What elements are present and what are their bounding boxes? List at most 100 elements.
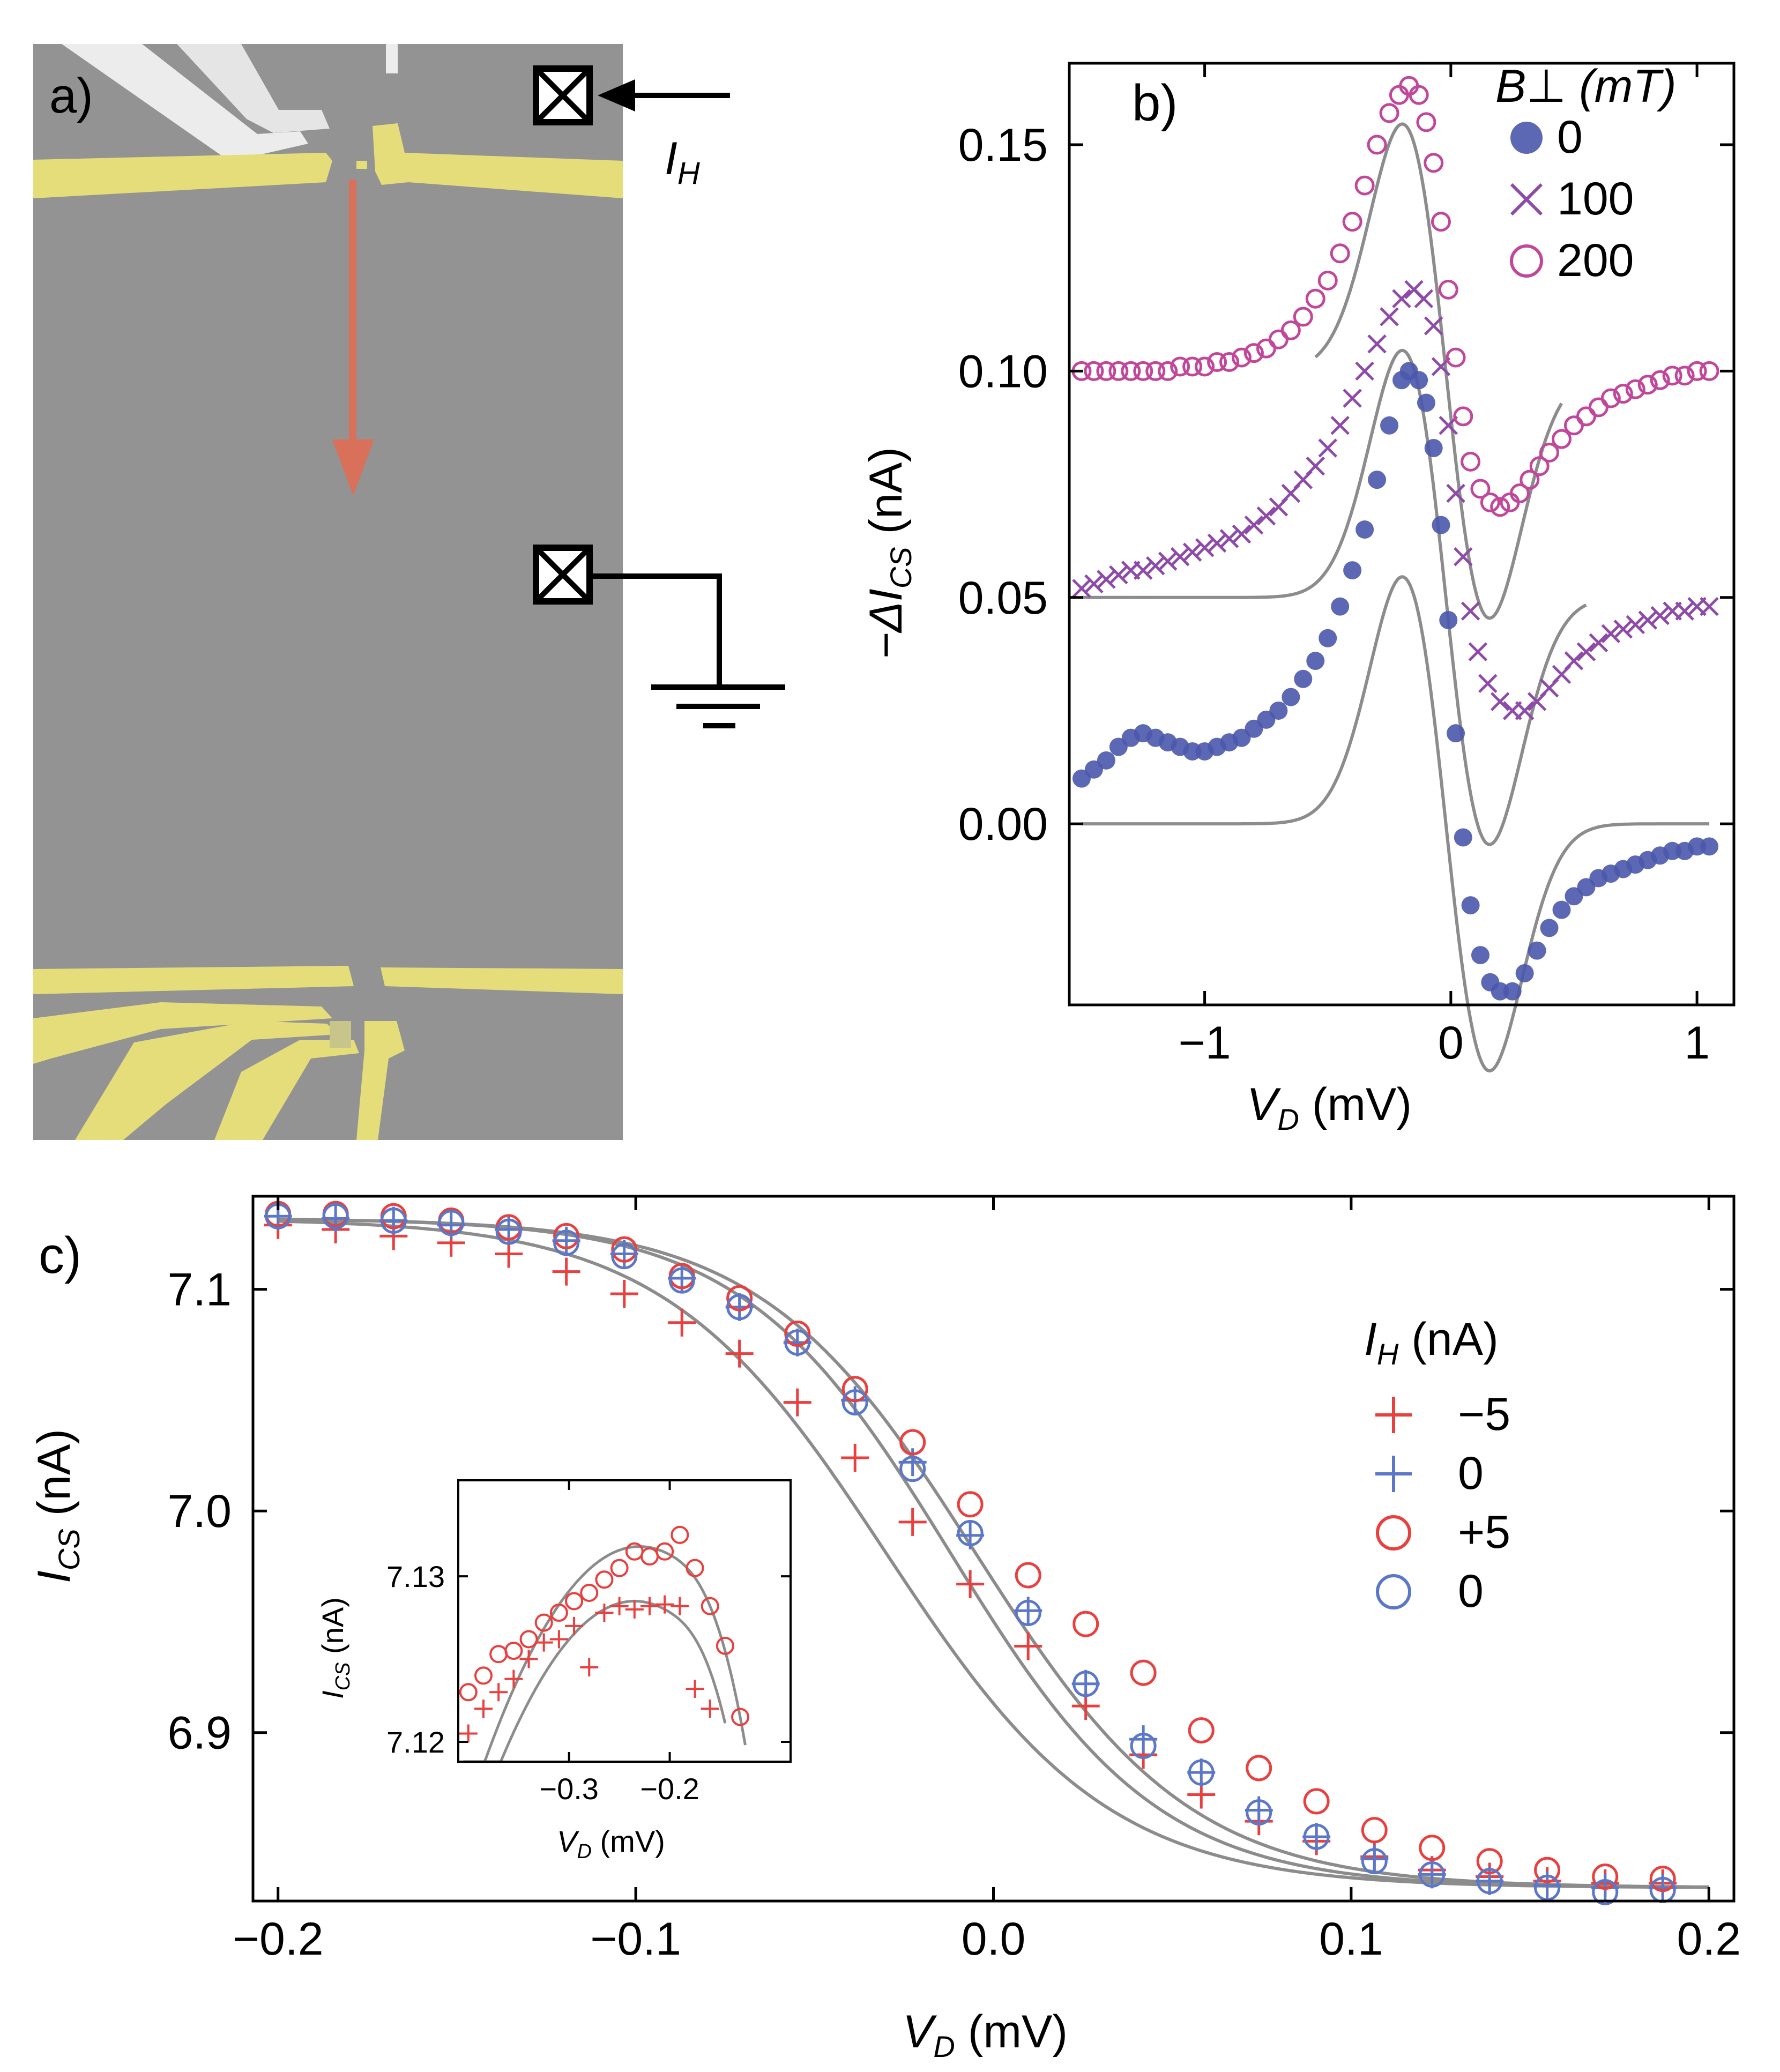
x-axis-label-b: VD (mV) [1247,1079,1412,1136]
data-point-b-0 [1368,471,1387,489]
data-point-b-0 [1515,964,1534,982]
y-tick-label: 0.15 [958,120,1048,171]
data-point-c-0 [1188,1759,1215,1786]
data-point-inset-−5 [595,1604,614,1622]
axes-inset: −0.3 −0.2 7.12 7.13 [386,1479,792,1806]
data-point-b-100 [1219,529,1239,548]
data-point-b-200 [1158,361,1178,381]
fit-curve-inset [463,1599,727,1763]
data-point-inset-−5 [610,1597,629,1615]
data-point-b-0 [1471,946,1489,965]
legend-label-c: 0 [1458,1566,1484,1617]
ground-contact [533,545,785,728]
propagation-arrow [332,180,374,496]
data-point-b-100 [1392,289,1411,309]
data-point-c-−5 [552,1257,580,1286]
data-point-b-0 [1528,941,1546,960]
gold-gates-top [33,123,623,198]
x-axis-label-inset: VD (mV) [557,1824,665,1863]
legend-marker-c [1375,1456,1412,1492]
data-point-c-−5 [668,1308,696,1337]
data-point-b-0 [1356,520,1374,539]
data-point-c-0 [1418,1860,1446,1889]
panel-b-label: b) [1132,74,1178,132]
y-tick-label: 7.12 [386,1725,445,1759]
data-point-c-0 [841,1389,868,1416]
data-point-b-0 [1319,629,1337,647]
data-point-b-100 [1515,701,1535,720]
data-point-c-−5 [898,1508,927,1536]
data-point-c-+5 [899,1429,926,1456]
data-point-b-200 [1084,361,1104,381]
data-point-inset-−5 [625,1600,644,1619]
data-point-b-0 [1380,416,1399,435]
data-point-b-100 [1182,542,1202,562]
data-point-inset-+5 [671,1525,689,1544]
data-point-b-100 [1343,389,1362,408]
data-point-b-0 [1540,919,1559,937]
data-point-b-200 [1446,347,1466,368]
y-tick-label: 7.0 [167,1486,232,1537]
x-tick-label: −0.2 [640,1772,699,1806]
data-point-inset-+5 [459,1683,478,1702]
data-point-c-0 [1130,1733,1157,1760]
data-point-b-100 [1650,606,1670,625]
data-point-b-0 [1331,597,1350,616]
data-point-inset-+5 [595,1570,614,1589]
data-point-b-100 [1638,610,1658,630]
data-point-b-200 [1438,279,1458,300]
data-point-b-0 [1417,393,1435,412]
x-tick-label: −0.1 [590,1913,681,1965]
data-point-c-+5 [1246,1755,1272,1782]
panel-a-label: a) [49,69,93,123]
data-point-b-200 [1096,361,1116,381]
data-point-b-200 [1268,329,1289,349]
data-point-b-200 [1367,135,1387,155]
legend-marker-b [1510,244,1543,278]
x-tick-label: 0 [1438,1017,1464,1069]
data-point-inset-+5 [716,1636,734,1655]
data-point-b-100 [1195,538,1215,557]
data-point-b-100 [1675,601,1694,621]
data-point-b-100 [1564,651,1584,670]
data-point-c-+5 [1649,1866,1676,1892]
legend-label-c: −5 [1458,1389,1510,1440]
data-point-c-0 [1302,1823,1331,1851]
data-point-inset-+5 [549,1604,568,1622]
data-point-inset-−5 [549,1630,568,1649]
data-point-b-200 [1182,356,1203,377]
data-point-inset-+5 [731,1708,750,1726]
x-tick-label: 0.0 [962,1913,1026,1965]
x-tick-label: 1 [1684,1017,1710,1069]
data-point-b-200 [1552,429,1572,449]
fit-curve-b [1082,575,1710,1073]
data-point-b-100 [1446,483,1465,503]
data-points-c [264,1201,1677,1905]
data-point-c-+5 [611,1236,638,1263]
data-point-inset-+5 [580,1584,599,1602]
data-point-c-+5 [1361,1817,1388,1844]
data-point-inset-−5 [504,1669,523,1688]
data-point-c-0 [322,1203,349,1229]
data-point-inset-−5 [701,1700,719,1718]
data-point-c-0 [1303,1823,1330,1850]
data-point-b-100 [1084,574,1104,594]
data-point-b-200 [1231,347,1252,368]
data-point-b-100 [1145,556,1165,576]
legend-label-c: 0 [1458,1448,1484,1499]
data-point-c-+5 [957,1491,984,1518]
plot-frame [457,1479,792,1763]
y-axis-label-c: ICS (nA) [28,1429,86,1583]
current-injection-contact [533,65,730,125]
data-point-b-0 [1552,900,1571,919]
data-point-b-100 [1589,633,1608,652]
fit-curves-inset [463,1545,747,1763]
data-point-b-100 [1601,624,1621,644]
data-point-b-100 [1134,561,1153,580]
legend-label-b: 200 [1557,235,1634,286]
data-point-b-100 [1232,524,1252,544]
data-point-c-0 [784,1329,811,1356]
data-point-c-0 [725,1293,754,1321]
data-point-b-100 [1256,506,1276,526]
